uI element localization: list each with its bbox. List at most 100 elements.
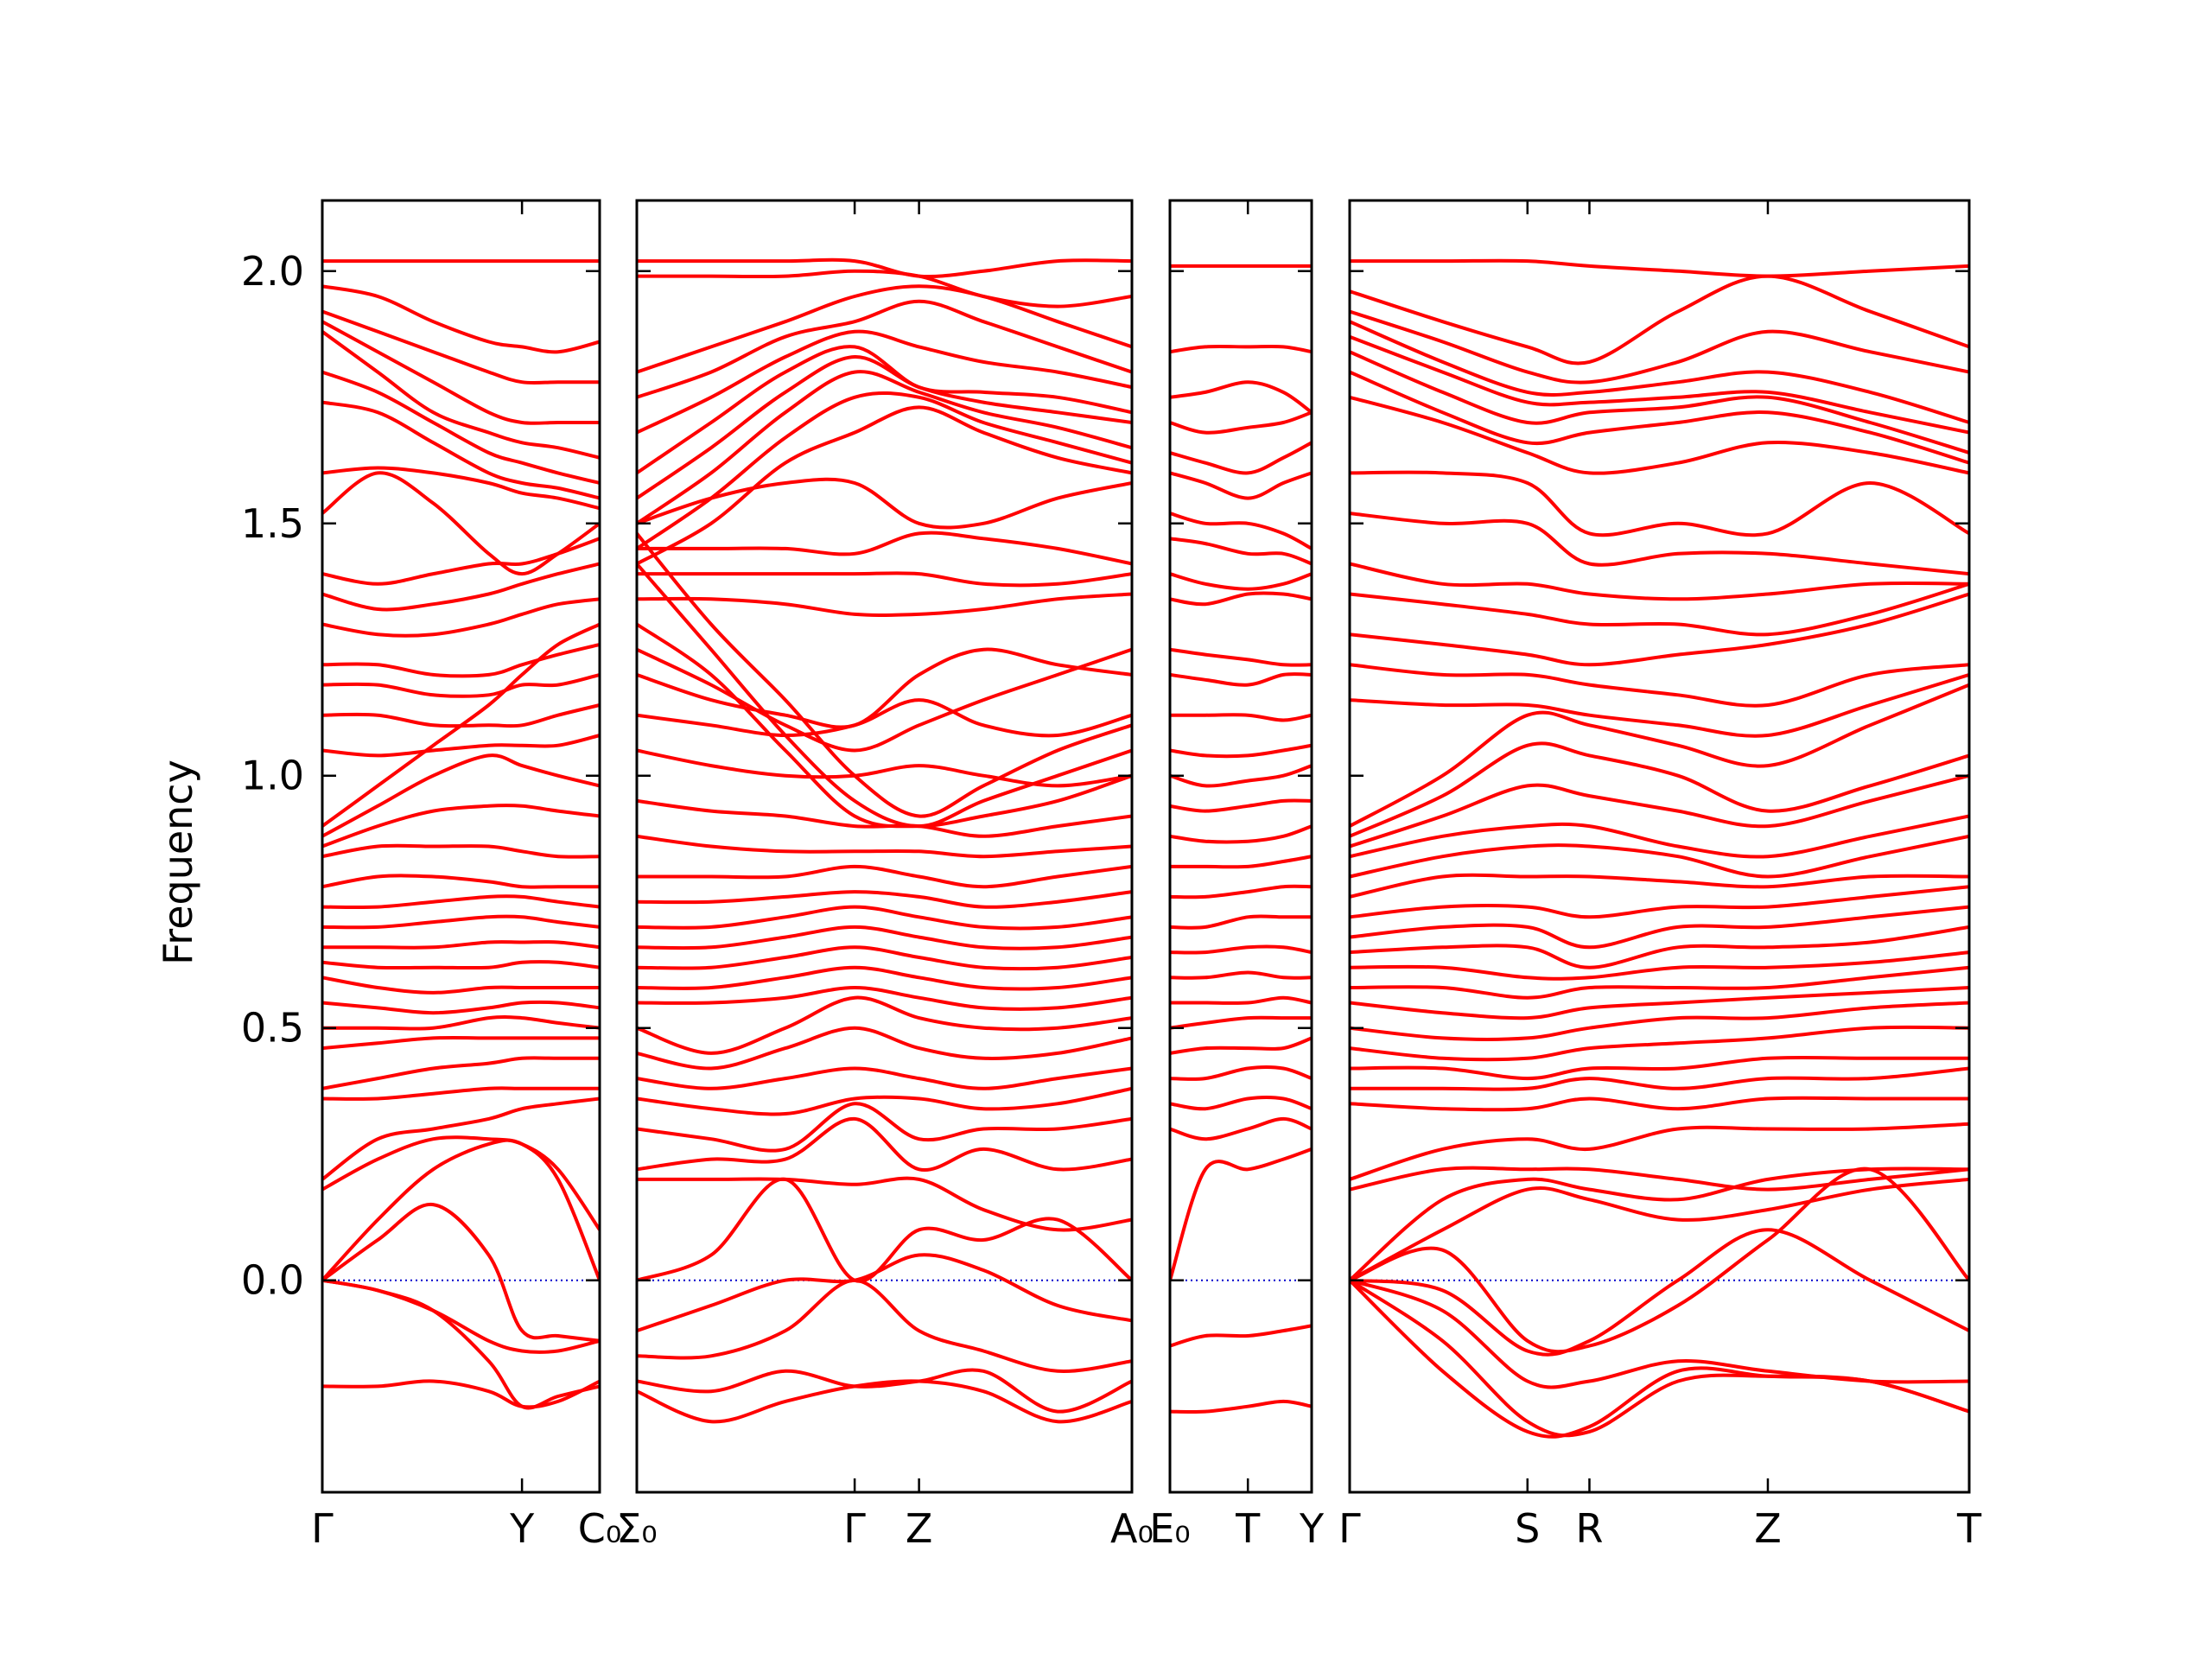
band-line-35: [322, 1203, 600, 1343]
x-tick-label: Y: [509, 1505, 535, 1552]
band-line-37: [637, 1176, 1132, 1232]
band-line-30: [1170, 1324, 1312, 1348]
band-line-41: [1350, 1279, 1969, 1439]
x-tick-label: Y: [1299, 1505, 1325, 1552]
band-line-41: [637, 1368, 1132, 1414]
band-line-30: [637, 986, 1132, 1011]
band-line-23: [1350, 905, 1969, 950]
band-line-8: [322, 466, 600, 511]
panel-1: Γ Y C₀: [311, 199, 621, 1552]
band-line-26: [1350, 965, 1969, 1000]
band-line-24: [1350, 925, 1969, 969]
band-line-5: [1170, 441, 1312, 475]
band-line-11: [1170, 647, 1312, 667]
y-axis: 0.0 0.5 1.0 1.5 2.0: [241, 248, 304, 1304]
band-line-19: [1170, 884, 1312, 899]
band-line-22: [1170, 970, 1312, 980]
band-line-17: [637, 622, 1132, 829]
band-line-2: [1350, 274, 1969, 365]
y-axis-label: Frequency: [155, 760, 201, 965]
band-line-21: [1350, 873, 1969, 899]
band-line-33: [322, 1135, 600, 1231]
y-tick-label: 0.0: [241, 1257, 304, 1304]
band-line-28: [637, 945, 1132, 971]
band-line-34: [322, 1138, 600, 1282]
band-line-38: [322, 1278, 600, 1410]
band-line-10: [322, 537, 600, 586]
band-line-20: [637, 698, 1132, 738]
panel-3: E₀ T Y: [1149, 199, 1325, 1552]
band-line-17: [1170, 824, 1312, 844]
band-line-13: [637, 571, 1132, 588]
band-line-31: [322, 1086, 600, 1101]
band-line-5: [1350, 334, 1969, 435]
band-line-4: [1170, 410, 1312, 435]
band-line-29: [637, 965, 1132, 991]
band-line-8: [1170, 537, 1312, 566]
band-line-27: [1350, 986, 1969, 1020]
band-line-15: [1350, 672, 1969, 738]
bands: [1350, 258, 1969, 1439]
band-line-19: [1350, 814, 1969, 859]
band-line-17: [322, 622, 600, 828]
band-line-36: [637, 1116, 1132, 1173]
band-line-14: [1350, 663, 1969, 708]
panel-frame: [635, 199, 1134, 1494]
band-line-39: [637, 1253, 1132, 1332]
y-tick-label: 1.0: [241, 753, 304, 799]
band-line-29: [1170, 1147, 1312, 1281]
band-line-15: [637, 532, 1132, 818]
band-line-40: [637, 1278, 1132, 1374]
band-line-37: [1350, 1166, 1969, 1354]
band-line-36: [1350, 1177, 1969, 1282]
band-line-25: [1350, 950, 1969, 981]
band-line-3: [1170, 380, 1312, 414]
y-tick-label: 2.0: [241, 248, 304, 295]
band-line-3: [322, 309, 600, 385]
band-line-24: [322, 940, 600, 950]
band-line-10: [1350, 512, 1969, 576]
band-line-14: [1170, 743, 1312, 759]
x-tick-label: A₀: [1110, 1505, 1154, 1552]
x-tick-label: T: [1956, 1505, 1982, 1552]
x-tick-label: Z: [906, 1505, 933, 1552]
x-tick-label: Σ₀: [616, 1505, 658, 1552]
band-line-15: [1170, 764, 1312, 788]
band-line-12: [322, 597, 600, 638]
band-line-18: [322, 753, 600, 838]
x-tick-label: R: [1575, 1505, 1603, 1552]
band-line-21: [1170, 944, 1312, 955]
bands: [322, 259, 600, 1410]
panel-frame: [1168, 199, 1313, 1494]
band-line-16: [1170, 798, 1312, 813]
band-line-7: [1350, 370, 1969, 465]
panel-2: Σ₀ Γ Z A₀: [616, 199, 1154, 1552]
band-line-5: [637, 329, 1132, 435]
band-line-32: [322, 1096, 600, 1181]
band-line-4: [322, 320, 600, 425]
band-line-30: [322, 1056, 600, 1090]
band-line-3: [637, 284, 1132, 374]
band-line-19: [322, 804, 600, 849]
band-line-10: [1170, 591, 1312, 607]
band-line-13: [1170, 713, 1312, 722]
band-line-14: [637, 592, 1132, 617]
x-tick-label: S: [1515, 1505, 1540, 1552]
band-line-21: [322, 874, 600, 889]
band-line-6: [1350, 350, 1969, 454]
band-line-27: [322, 1000, 600, 1015]
band-line-18: [1350, 773, 1969, 849]
band-line-2: [322, 284, 600, 354]
x-tick-label: Γ: [311, 1505, 334, 1552]
band-line-5: [322, 330, 600, 460]
band-line-8: [637, 370, 1132, 525]
band-line-37: [322, 1379, 600, 1409]
band-line-2: [637, 269, 1132, 308]
band-line-34: [637, 1086, 1132, 1116]
band-line-20: [1170, 914, 1312, 930]
band-line-25: [637, 890, 1132, 909]
band-line-11: [637, 477, 1132, 530]
band-line-25: [322, 960, 600, 970]
